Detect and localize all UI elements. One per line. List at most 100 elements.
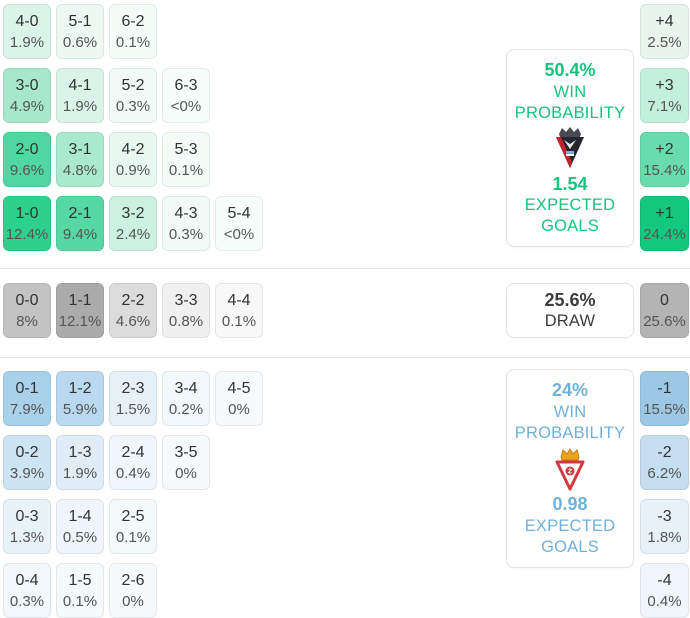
probability-value: 9.6% (9, 161, 45, 179)
probability-value: 12.1% (58, 312, 102, 330)
scoreline-label: 2-1 (68, 204, 92, 222)
home-win-probability-value: 50.4% (544, 60, 596, 80)
probability-value: 0.3% (9, 592, 45, 610)
draw-label: DRAW (544, 312, 596, 330)
sporting-gijon-crest-icon (553, 445, 587, 493)
home-score-row: 1-0 12.4% 2-1 9.4% 3-2 2.4% 4-3 0.3% 5-4 <0% (3, 196, 263, 251)
probability-value: 5.9% (62, 400, 98, 418)
probability-value: 25.6% (643, 312, 686, 330)
scoreline-label: 4-0 (15, 12, 39, 30)
score-cell: 4-3 0.3% (162, 196, 210, 251)
probability-value: 15.5% (643, 400, 686, 418)
probability-value: 4.9% (9, 97, 45, 115)
probability-value: 4.6% (115, 312, 151, 330)
away-score-row: 0-1 7.9% 1-2 5.9% 2-3 1.5% 3-4 0.2% 4-5 0% (3, 371, 263, 426)
scoreline-label: 2-5 (121, 507, 145, 525)
home-win-probability-label: WIN PROBABILITY (514, 82, 626, 122)
away-score-row: 0-2 3.9% 1-3 1.9% 2-4 0.4% 3-5 0% (3, 435, 263, 490)
scoreline-label: 4-5 (227, 379, 251, 397)
probability-value: 9.4% (62, 225, 98, 243)
scoreline-label: -4 (657, 571, 672, 589)
probability-value: 1.3% (9, 528, 45, 546)
scoreline-label: 4-3 (174, 204, 198, 222)
goal-difference-cell: 0 25.6% (640, 283, 689, 338)
scoreline-label: +1 (655, 204, 674, 222)
scoreline-label: 1-1 (68, 291, 92, 309)
probability-value: 8% (16, 312, 38, 330)
away-goal-difference-column: -1 15.5% -2 6.2% -3 1.8% -4 0.4% (640, 371, 689, 618)
scoreline-label: 3-5 (174, 443, 198, 461)
scoreline-label: 3-2 (121, 204, 145, 222)
probability-value: 0.6% (62, 33, 98, 51)
scoreline-label: 1-4 (68, 507, 92, 525)
goal-difference-cell: +1 24.4% (640, 196, 689, 251)
score-cell: 6-3 <0% (162, 68, 210, 123)
probability-value: 0.1% (115, 33, 151, 51)
away-win-probability-label: WIN PROBABILITY (514, 402, 626, 442)
home-expected-goals-label: EXPECTED GOALS (524, 196, 616, 235)
home-goal-difference-column: +4 2.5% +3 7.1% +2 15.4% +1 24.4% (640, 4, 689, 251)
probability-value: 0.2% (168, 400, 204, 418)
score-cell: 3-5 0% (162, 435, 210, 490)
away-expected-goals-value: 0.98 (552, 494, 588, 515)
score-cell: 3-1 4.8% (56, 132, 104, 187)
score-cell: 1-3 1.9% (56, 435, 104, 490)
scoreline-label: 1-3 (68, 443, 92, 461)
probability-value: 2.5% (647, 33, 682, 51)
score-cell: 3-3 0.8% (162, 283, 210, 338)
scoreline-label: 3-1 (68, 140, 92, 158)
scoreline-label: 1-2 (68, 379, 92, 397)
score-cell: 4-4 0.1% (215, 283, 263, 338)
probability-value: 0.4% (115, 464, 151, 482)
scoreline-label: -1 (657, 379, 672, 397)
score-cell: 6-2 0.1% (109, 4, 157, 59)
away-win-score-grid: 0-1 7.9% 1-2 5.9% 2-3 1.5% 3-4 0.2% 4-5 0% 0-2 3.9%… (3, 371, 263, 618)
scoreline-label: 2-2 (121, 291, 145, 309)
scoreline-label: 0 (660, 291, 669, 309)
scoreline-label: 2-3 (121, 379, 145, 397)
probability-value: 1.9% (62, 97, 98, 115)
probability-value: 1.5% (115, 400, 151, 418)
scoreline-label: 5-4 (227, 204, 251, 222)
away-score-row: 0-3 1.3% 1-4 0.5% 2-5 0.1% (3, 499, 263, 554)
scoreline-label: 4-1 (68, 76, 92, 94)
scoreline-label: 3-4 (174, 379, 198, 397)
probability-value: 0.9% (115, 161, 151, 179)
scoreline-label: 2-6 (121, 571, 145, 589)
scoreline-label: 6-2 (121, 12, 145, 30)
section-divider (0, 268, 690, 269)
score-cell: 5-3 0.1% (162, 132, 210, 187)
home-score-row: 4-0 1.9% 5-1 0.6% 6-2 0.1% (3, 4, 263, 59)
goal-difference-cell: -3 1.8% (640, 499, 689, 554)
draw-probability-value: 25.6% (544, 290, 596, 310)
probability-value: 15.4% (643, 161, 686, 179)
score-cell: 4-5 0% (215, 371, 263, 426)
probability-value: 1.8% (647, 528, 682, 546)
score-cell: 3-2 2.4% (109, 196, 157, 251)
score-cell: 4-2 0.9% (109, 132, 157, 187)
score-cell: 5-2 0.3% (109, 68, 157, 123)
draw-goal-difference-column: 0 25.6% (640, 283, 689, 338)
scoreline-label: 4-4 (227, 291, 251, 309)
scoreline-label: 3-0 (15, 76, 39, 94)
home-expected-goals-value: 1.54 (552, 173, 588, 194)
probability-value: 2.4% (115, 225, 151, 243)
score-cell: 5-4 <0% (215, 196, 263, 251)
probability-value: 6.2% (647, 464, 682, 482)
scoreline-label: 5-3 (174, 140, 198, 158)
score-cell: 4-0 1.9% (3, 4, 51, 59)
goal-difference-cell: +2 15.4% (640, 132, 689, 187)
scoreline-label: -3 (657, 507, 672, 525)
probability-value: 24.4% (643, 225, 686, 243)
scoreline-label: 0-1 (15, 379, 39, 397)
probability-value: 12.4% (5, 225, 49, 243)
probability-value: 0.1% (62, 592, 98, 610)
scoreline-label: +2 (655, 140, 674, 158)
scoreline-label: 6-3 (174, 76, 198, 94)
score-cell: 2-4 0.4% (109, 435, 157, 490)
home-win-score-grid: 4-0 1.9% 5-1 0.6% 6-2 0.1% 3-0 4.9% 4-1 1.9% 5-2 0.… (3, 4, 263, 260)
mirandes-crest-icon (553, 124, 587, 172)
scoreline-label: 0-3 (15, 507, 39, 525)
probability-value: 1.9% (9, 33, 45, 51)
score-cell: 1-0 12.4% (3, 196, 51, 251)
